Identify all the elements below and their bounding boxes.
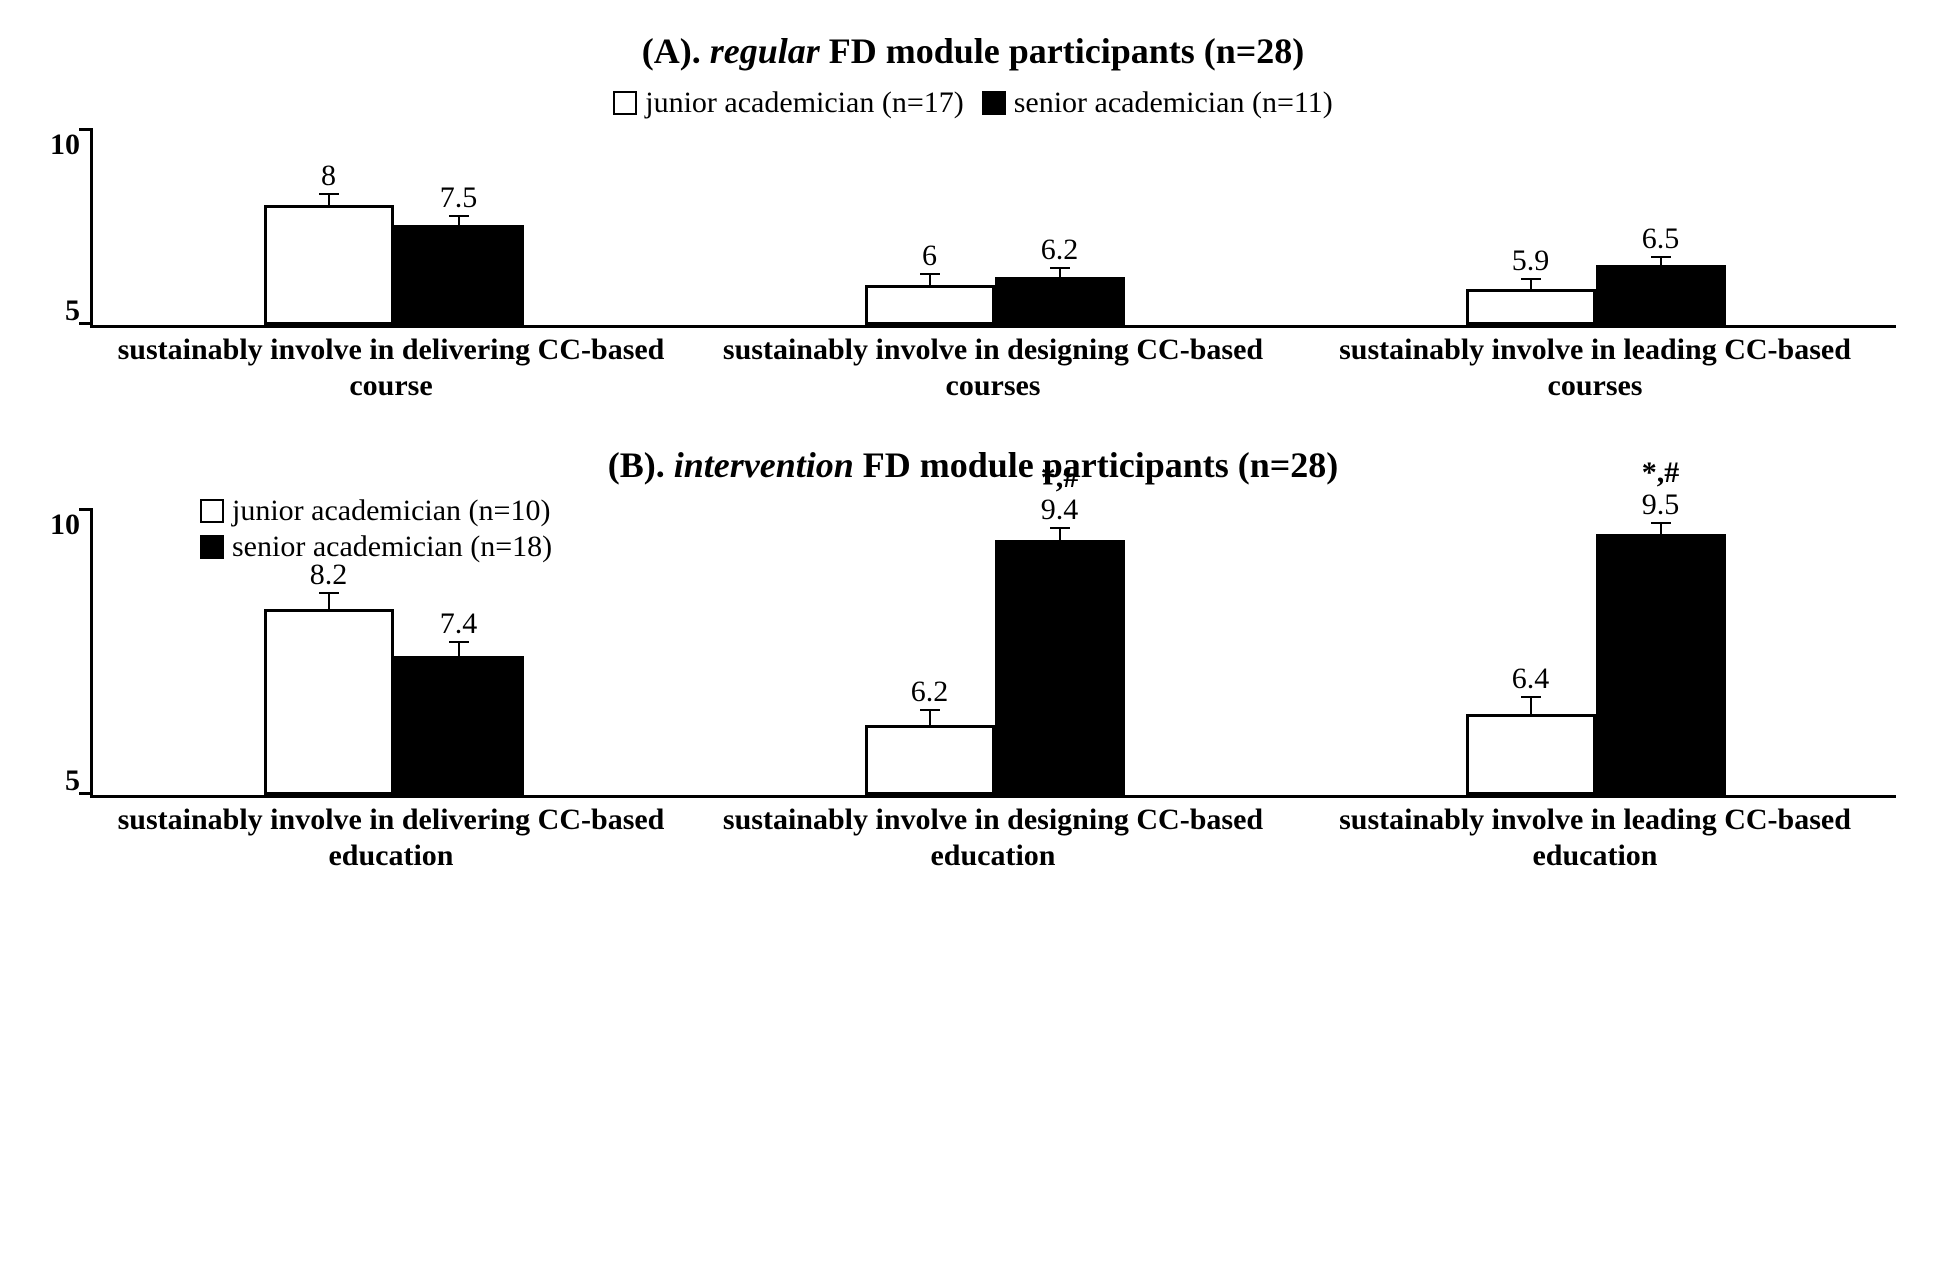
bar-rect-junior — [1466, 714, 1596, 795]
bar-rect-senior — [1596, 265, 1726, 325]
ytick-mark-bottom — [79, 792, 93, 795]
error-bar — [328, 592, 330, 609]
bar-group: 66.2 — [694, 128, 1295, 325]
bar-junior: 5.9 — [1466, 246, 1596, 325]
bar-value-label: 6 — [922, 241, 937, 271]
error-bar — [1530, 278, 1532, 289]
panel-b-groups: 8.2 7.4 6.2*,#9.46.4*,#9.5 — [93, 508, 1896, 795]
bar-rect-junior — [1466, 289, 1596, 325]
bar-rect-junior — [865, 285, 995, 325]
error-bar — [458, 641, 460, 656]
ytick-mark-top — [79, 128, 93, 131]
panel-a: (A). regular FD module participants (n=2… — [50, 30, 1896, 404]
bar-value-label: 8.2 — [310, 560, 348, 590]
ytick-bottom: 5 — [65, 294, 80, 328]
panel-a-yaxis: 10 5 — [50, 128, 90, 328]
bar-junior: 6 — [865, 241, 995, 325]
bar-group: 6.2*,#9.4 — [694, 508, 1295, 795]
panel-a-plot: 87.566.25.96.5 — [90, 128, 1896, 328]
bar-senior: *,#9.5 — [1596, 458, 1726, 795]
bar-value-label: 7.4 — [440, 609, 478, 639]
bar-senior: 6.2 — [995, 235, 1125, 325]
bar-junior: 8 — [264, 161, 394, 325]
legend-item-junior: junior academician (n=17) — [613, 86, 963, 120]
panel-a-title-prefix: (A). — [642, 31, 710, 71]
panel-a-title-suffix: FD module participants (n=28) — [820, 31, 1305, 71]
bar-rect-senior — [995, 277, 1125, 325]
panel-b-title-prefix: (B). — [608, 445, 674, 485]
bar-value-label: 6.2 — [911, 677, 949, 707]
panel-gap — [50, 404, 1896, 444]
panel-b: (B). intervention FD module participants… — [50, 444, 1896, 874]
bar-rect-senior — [1596, 534, 1726, 795]
panel-a-legend: junior academician (n=17) senior academi… — [50, 86, 1896, 120]
error-bar — [1059, 267, 1061, 277]
bar-group: 6.4*,#9.5 — [1295, 508, 1896, 795]
legend-swatch-junior — [613, 91, 637, 115]
legend-label-junior: junior academician (n=17) — [645, 86, 963, 120]
bar-senior: 7.4 — [394, 609, 524, 795]
ytick-mark-top — [79, 508, 93, 511]
x-axis-label: sustainably involve in leading CC-based … — [1294, 332, 1896, 404]
bar-junior: 8.2 — [264, 560, 394, 795]
bar-value-label: 6.2 — [1041, 235, 1079, 265]
x-axis-label: sustainably involve in delivering CC-bas… — [90, 802, 692, 874]
panel-a-chart: 10 5 87.566.25.96.5 — [50, 128, 1896, 328]
error-bar — [929, 273, 931, 285]
panel-b-chart: 10 5 8.2 7.4 6.2*,#9.46.4*,#9.5 — [50, 508, 1896, 798]
error-bar — [929, 709, 931, 725]
bar-value-label: 9.4 — [1041, 495, 1079, 525]
panel-b-xlabels: sustainably involve in delivering CC-bas… — [90, 802, 1896, 874]
bar-group: 8.2 7.4 — [93, 508, 694, 795]
bar-rect-senior — [394, 656, 524, 795]
bar-value-label: 6.5 — [1642, 224, 1680, 254]
panel-a-title: (A). regular FD module participants (n=2… — [50, 30, 1896, 72]
ytick-bottom: 5 — [65, 764, 80, 798]
bar-rect-senior — [394, 225, 524, 325]
bar-value-label: 9.5 — [1642, 490, 1680, 520]
bar-junior: 6.4 — [1466, 664, 1596, 795]
ytick-top: 10 — [50, 508, 80, 542]
panel-b-title-italic: intervention — [674, 445, 854, 485]
x-axis-label: sustainably involve in designing CC-base… — [692, 802, 1294, 874]
panel-b-plot: 8.2 7.4 6.2*,#9.46.4*,#9.5 — [90, 508, 1896, 798]
legend-item-senior: senior academician (n=11) — [982, 86, 1333, 120]
bar-value-label: 5.9 — [1512, 246, 1550, 276]
bar-rect-junior — [865, 725, 995, 795]
bar-group: 87.5 — [93, 128, 694, 325]
bar-senior: *,#9.4 — [995, 463, 1125, 795]
panel-a-xlabels: sustainably involve in delivering CC-bas… — [90, 332, 1896, 404]
error-bar — [1530, 696, 1532, 713]
error-bar — [458, 215, 460, 225]
ytick-mark-bottom — [79, 322, 93, 325]
bar-annotation: *,# — [1642, 458, 1680, 488]
bar-rect-junior — [264, 609, 394, 795]
x-axis-label: sustainably involve in leading CC-based … — [1294, 802, 1896, 874]
error-bar — [1059, 527, 1061, 540]
bar-annotation: *,# — [1041, 463, 1079, 493]
error-bar — [1660, 522, 1662, 534]
legend-label-senior: senior academician (n=11) — [1014, 86, 1333, 120]
error-bar — [1660, 256, 1662, 265]
bar-group: 5.9 6.5 — [1295, 128, 1896, 325]
bar-rect-junior — [264, 205, 394, 325]
bar-senior: 7.5 — [394, 183, 524, 325]
legend-swatch-senior — [982, 91, 1006, 115]
x-axis-label: sustainably involve in designing CC-base… — [692, 332, 1294, 404]
error-bar — [328, 193, 330, 205]
bar-value-label: 6.4 — [1512, 664, 1550, 694]
panel-a-title-italic: regular — [710, 31, 820, 71]
panel-b-yaxis: 10 5 — [50, 508, 90, 798]
bar-senior: 6.5 — [1596, 224, 1726, 325]
panel-a-groups: 87.566.25.96.5 — [93, 128, 1896, 325]
bar-rect-senior — [995, 540, 1125, 795]
bar-junior: 6.2 — [865, 677, 995, 795]
bar-value-label: 8 — [321, 161, 336, 191]
bar-value-label: 7.5 — [440, 183, 478, 213]
ytick-top: 10 — [50, 128, 80, 162]
x-axis-label: sustainably involve in delivering CC-bas… — [90, 332, 692, 404]
